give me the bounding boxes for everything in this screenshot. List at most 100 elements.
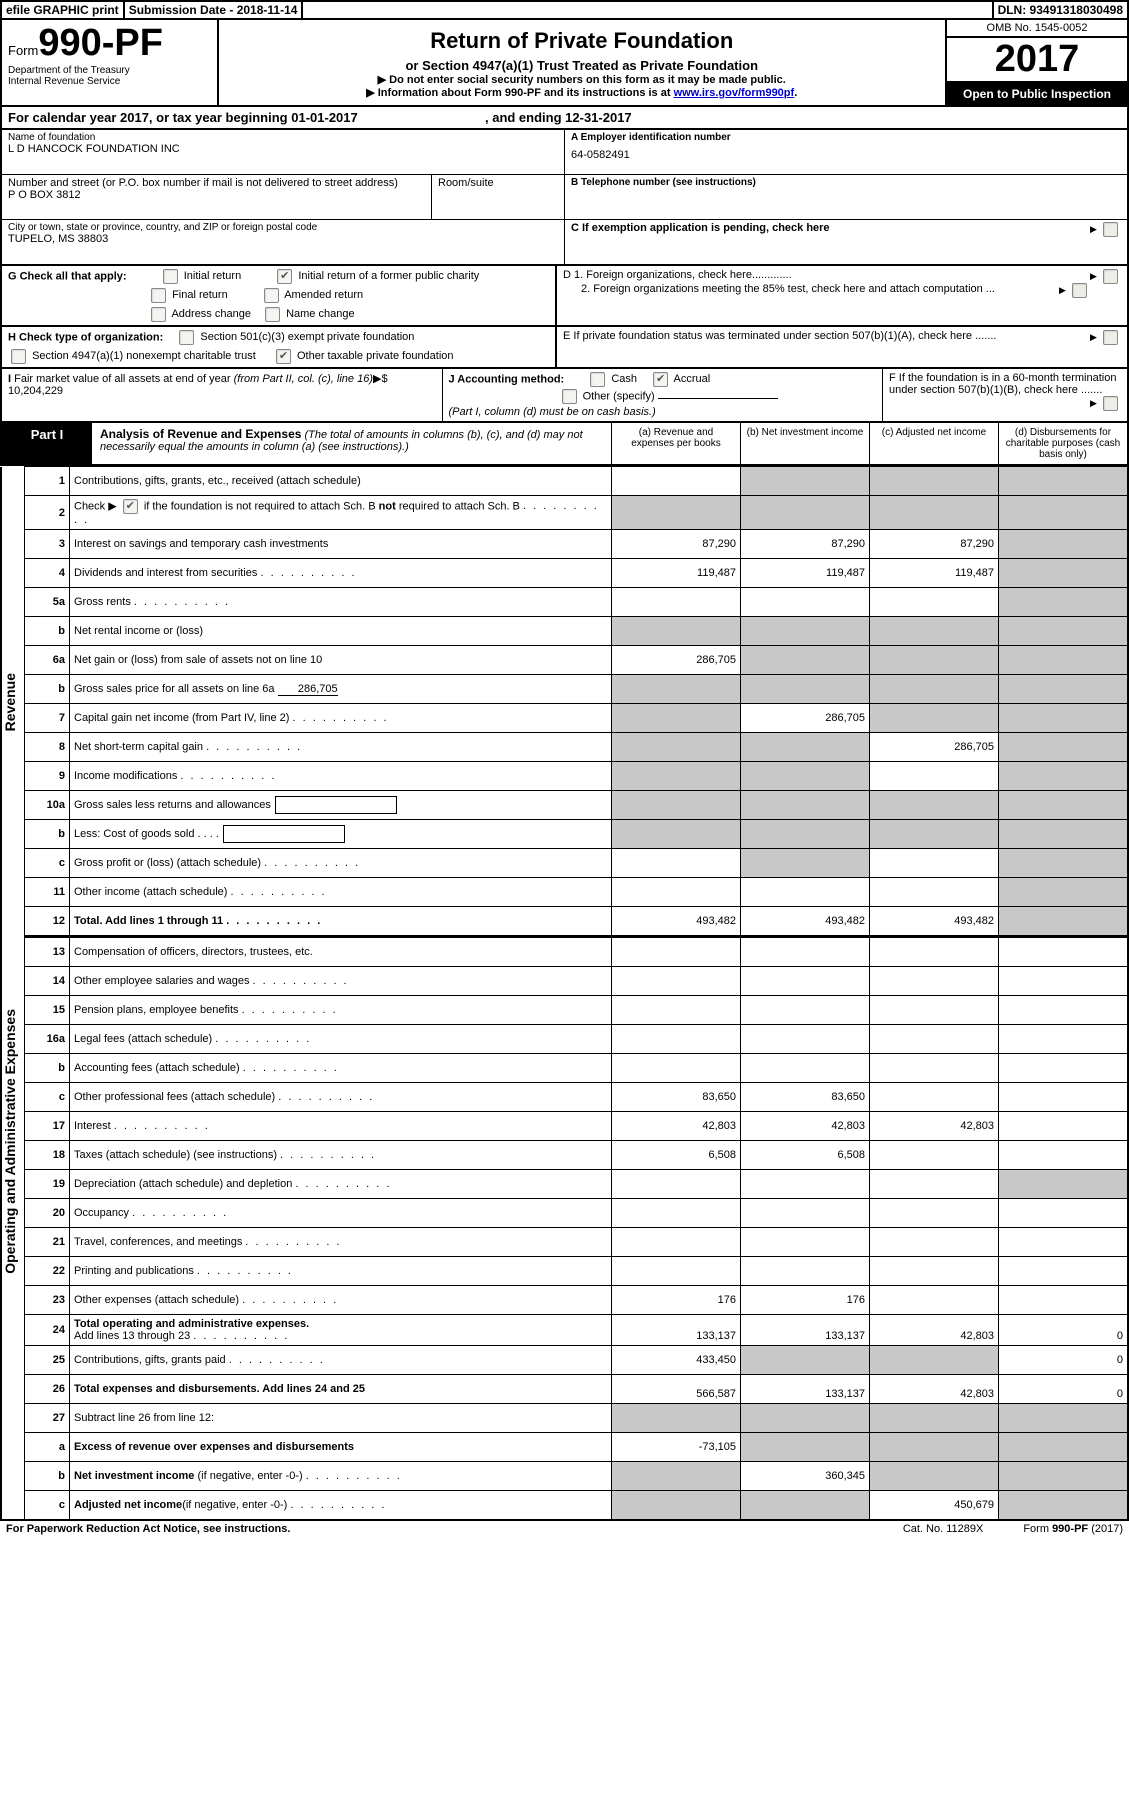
col-b-header: (b) Net investment income: [740, 423, 869, 464]
r18-a: 6,508: [612, 1141, 741, 1170]
j-other: Other (specify): [583, 390, 655, 402]
top-spacer: [303, 2, 993, 18]
r26-a: 566,587: [612, 1375, 741, 1404]
h-501c3-checkbox[interactable]: [179, 330, 194, 345]
d2-checkbox[interactable]: [1072, 283, 1087, 298]
g-opt5: Address change: [171, 308, 251, 320]
r14-num: 14: [25, 967, 70, 996]
row-20: 20 Occupancy: [1, 1199, 1128, 1228]
r26-desc: Total expenses and disbursements. Add li…: [70, 1375, 612, 1404]
irs-link[interactable]: www.irs.gov/form990pf: [674, 87, 795, 99]
r24-d: 0: [999, 1315, 1129, 1346]
r2-checkbox[interactable]: [123, 499, 138, 514]
j-label: J Accounting method:: [449, 373, 565, 385]
phone-label: B Telephone number (see instructions): [571, 177, 1121, 188]
r10a-num: 10a: [25, 791, 70, 820]
r16b-num: b: [25, 1054, 70, 1083]
r27a-desc: Excess of revenue over expenses and disb…: [70, 1433, 612, 1462]
row-7: 7 Capital gain net income (from Part IV,…: [1, 704, 1128, 733]
r13-desc: Compensation of officers, directors, tru…: [70, 938, 612, 967]
e-checkbox[interactable]: [1103, 330, 1118, 345]
r27-desc: Subtract line 26 from line 12:: [70, 1404, 612, 1433]
row-19: 19 Depreciation (attach schedule) and de…: [1, 1170, 1128, 1199]
r10b-num: b: [25, 820, 70, 849]
form-number-big: 990-PF: [38, 22, 163, 64]
form-number: Form990-PF: [8, 22, 211, 65]
g-label: G Check all that apply:: [8, 270, 127, 282]
g-final-return-checkbox[interactable]: [151, 288, 166, 303]
row-9: 9 Income modifications: [1, 762, 1128, 791]
r19-desc: Depreciation (attach schedule) and deple…: [70, 1170, 612, 1199]
h-other-checkbox[interactable]: [276, 349, 291, 364]
g-amended-checkbox[interactable]: [264, 288, 279, 303]
r17-a: 42,803: [612, 1112, 741, 1141]
calendar-year-row: For calendar year 2017, or tax year begi…: [0, 107, 1129, 130]
calyear-end: 12-31-2017: [565, 110, 632, 125]
city-label: City or town, state or province, country…: [8, 222, 558, 233]
row-5a: 5a Gross rents: [1, 588, 1128, 617]
form-title: Return of Private Foundation: [225, 28, 940, 54]
j-accrual-checkbox[interactable]: [653, 372, 668, 387]
g-opt1: Initial return: [184, 270, 241, 282]
r26-num: 26: [25, 1375, 70, 1404]
col-c-header: (c) Adjusted net income: [869, 423, 998, 464]
r3-a: 87,290: [612, 530, 741, 559]
h-opt3: Other taxable private foundation: [297, 350, 454, 362]
g-address-change-checkbox[interactable]: [151, 307, 166, 322]
row-10b: b Less: Cost of goods sold . . . .: [1, 820, 1128, 849]
r23-a: 176: [612, 1286, 741, 1315]
row-1: Revenue 1 Contributions, gifts, grants, …: [1, 467, 1128, 496]
r11-desc: Other income (attach schedule): [70, 878, 612, 907]
r17-b: 42,803: [741, 1112, 870, 1141]
info-right: A Employer identification number 64-0582…: [564, 130, 1127, 264]
gd-row: G Check all that apply: Initial return I…: [0, 266, 1129, 327]
r16b-desc: Accounting fees (attach schedule): [70, 1054, 612, 1083]
row-10c: c Gross profit or (loss) (attach schedul…: [1, 849, 1128, 878]
exemption-checkbox[interactable]: [1103, 222, 1118, 237]
row-21: 21 Travel, conferences, and meetings: [1, 1228, 1128, 1257]
revenue-side-label: Revenue: [2, 673, 24, 731]
g-initial-former-checkbox[interactable]: [277, 269, 292, 284]
row-18: 18 Taxes (attach schedule) (see instruct…: [1, 1141, 1128, 1170]
name-value: L D HANCOCK FOUNDATION INC: [8, 143, 558, 155]
j-note: (Part I, column (d) must be on cash basi…: [449, 406, 877, 418]
r1-num: 1: [25, 467, 70, 496]
r27b-num: b: [25, 1462, 70, 1491]
f-checkbox[interactable]: [1103, 396, 1118, 411]
r27b-desc: Net investment income (if negative, ente…: [70, 1462, 612, 1491]
r12-desc: Total. Add lines 1 through 11: [70, 907, 612, 937]
row-6a: 6a Net gain or (loss) from sale of asset…: [1, 646, 1128, 675]
calyear-pre: For calendar year 2017, or tax year begi…: [8, 110, 291, 125]
h-opt1: Section 501(c)(3) exempt private foundat…: [200, 331, 414, 343]
g-initial-return-checkbox[interactable]: [163, 269, 178, 284]
part1-header: Part I Analysis of Revenue and Expenses …: [0, 423, 1129, 466]
r12-c: 493,482: [870, 907, 999, 937]
r2-num: 2: [25, 496, 70, 530]
r2-desc: Check ▶ if the foundation is not require…: [70, 496, 612, 530]
info-block: Name of foundation L D HANCOCK FOUNDATIO…: [0, 130, 1129, 266]
h-4947-checkbox[interactable]: [11, 349, 26, 364]
city-value: TUPELO, MS 38803: [8, 233, 558, 245]
row-10a: 10a Gross sales less returns and allowan…: [1, 791, 1128, 820]
d1-checkbox[interactable]: [1103, 269, 1118, 284]
footer: For Paperwork Reduction Act Notice, see …: [0, 1521, 1129, 1537]
dept-irs: Internal Revenue Service: [8, 76, 211, 87]
j-cash-checkbox[interactable]: [590, 372, 605, 387]
row-22: 22 Printing and publications: [1, 1257, 1128, 1286]
g-opt4: Amended return: [284, 289, 363, 301]
g-name-change-checkbox[interactable]: [265, 307, 280, 322]
row-25: 25 Contributions, gifts, grants paid 433…: [1, 1346, 1128, 1375]
r4-c: 119,487: [870, 559, 999, 588]
r16c-a: 83,650: [612, 1083, 741, 1112]
main-table: Revenue 1 Contributions, gifts, grants, …: [0, 466, 1129, 1521]
r8-num: 8: [25, 733, 70, 762]
form-header: Form990-PF Department of the Treasury In…: [0, 20, 1129, 107]
r21-desc: Travel, conferences, and meetings: [70, 1228, 612, 1257]
r15-num: 15: [25, 996, 70, 1025]
r24-b: 133,137: [741, 1315, 870, 1346]
r24-a: 133,137: [612, 1315, 741, 1346]
j-other-checkbox[interactable]: [562, 389, 577, 404]
r22-desc: Printing and publications: [70, 1257, 612, 1286]
d2-label: 2. Foreign organizations meeting the 85%…: [581, 283, 995, 295]
street-cell: Number and street (or P.O. box number if…: [2, 175, 432, 219]
